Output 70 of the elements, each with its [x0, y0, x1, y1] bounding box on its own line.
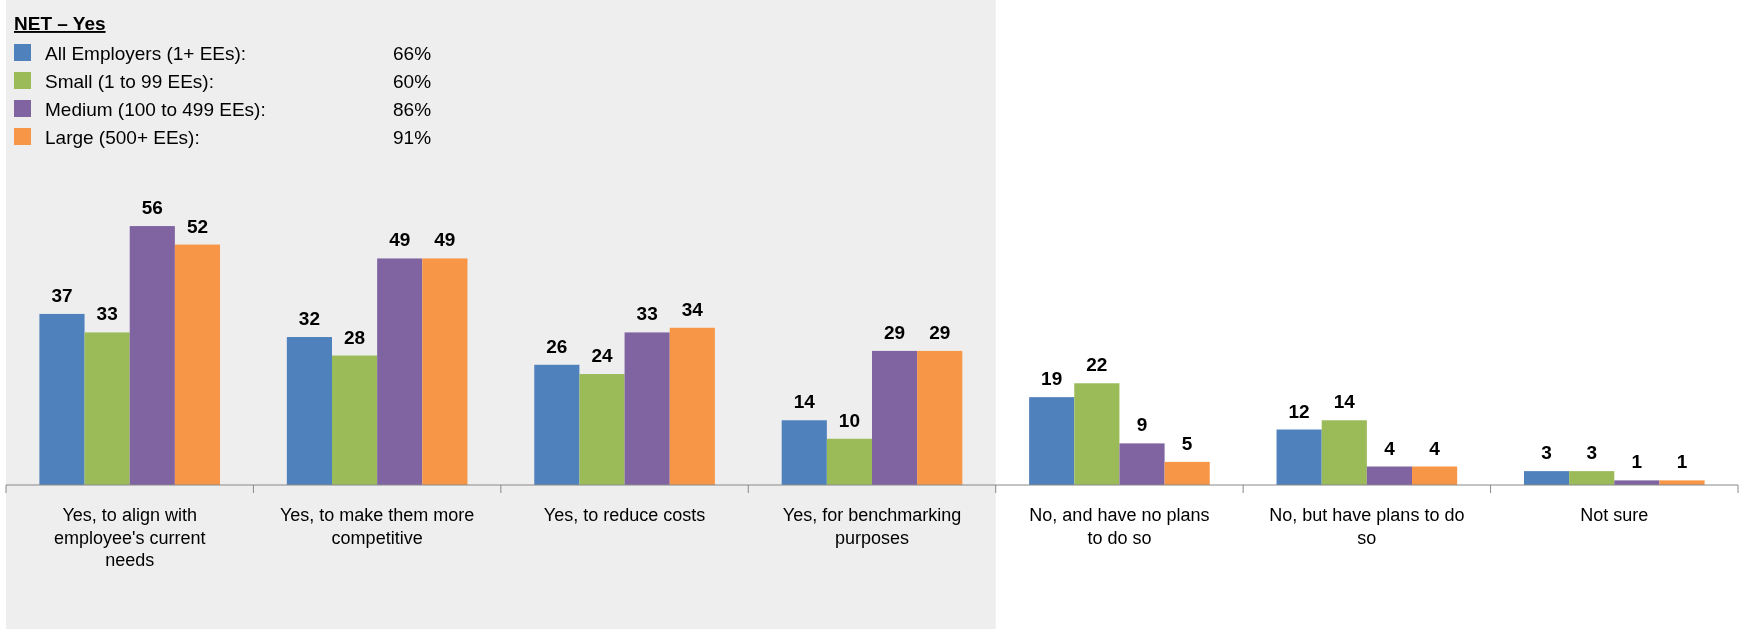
bar	[377, 258, 423, 485]
legend-label: All Employers (1+ EEs):	[45, 43, 247, 64]
bar	[84, 332, 130, 485]
data-label: 26	[546, 335, 568, 357]
data-label: 33	[636, 303, 658, 325]
data-label: 5	[1181, 432, 1193, 454]
data-label: 12	[1288, 400, 1310, 422]
data-label: 4	[1429, 437, 1441, 459]
bar	[624, 332, 670, 485]
bar	[1074, 383, 1120, 485]
data-label: 34	[681, 298, 704, 320]
data-label: 9	[1136, 414, 1148, 436]
bar	[1366, 466, 1413, 485]
bar	[1523, 471, 1570, 485]
text: 66%	[393, 43, 432, 64]
data-label: 1	[1631, 451, 1643, 473]
bar	[826, 438, 872, 485]
bar	[39, 313, 85, 485]
data-label: 19	[1041, 368, 1063, 390]
text: 91%	[393, 127, 432, 148]
bar	[781, 420, 827, 485]
legend-label: Medium (100 to 499 EEs):	[45, 99, 266, 120]
data-label: 52	[186, 215, 209, 237]
bar	[872, 350, 918, 485]
bar	[1569, 471, 1615, 485]
legend-label: Small (1 to 99 EEs):	[45, 71, 214, 92]
data-label: 29	[884, 321, 906, 343]
bar	[129, 226, 175, 485]
data-label: 24	[591, 345, 613, 367]
bar	[917, 350, 963, 485]
x-tick-label: Not sure	[1580, 505, 1649, 525]
bar	[669, 327, 715, 485]
bar	[422, 258, 468, 485]
bar	[331, 355, 378, 485]
bar	[1164, 461, 1210, 485]
data-label: 49	[389, 229, 411, 251]
data-label: 56	[141, 197, 163, 219]
data-label: 4	[1384, 437, 1396, 459]
data-label: 33	[96, 303, 118, 325]
data-label: 29	[929, 321, 951, 343]
x-tick-label: Yes, to align with employee's current needs	[53, 505, 206, 570]
bar	[1119, 443, 1165, 485]
bar	[579, 374, 625, 485]
bar	[1029, 397, 1075, 485]
bar	[286, 337, 332, 485]
data-label: 37	[51, 284, 73, 306]
bar	[1321, 420, 1367, 485]
x-tick-label: Yes, to make them more competitive	[279, 505, 475, 548]
data-label: 14	[793, 391, 816, 413]
data-label: 3	[1586, 442, 1597, 464]
x-tick-label: Yes, for benchmarking purposes	[782, 505, 962, 548]
data-label: 32	[298, 308, 320, 330]
x-tick-label: No, but have plans to do so	[1269, 505, 1465, 548]
bar	[1412, 466, 1458, 485]
data-label: 10	[838, 409, 860, 431]
legend-title: NET – Yes	[14, 13, 106, 34]
data-label: 22	[1086, 354, 1108, 376]
data-label: 3	[1541, 442, 1552, 464]
bar	[534, 364, 580, 485]
legend-label: Large (500+ EEs):	[45, 127, 200, 148]
x-tick-label: Yes, to reduce costs	[543, 505, 706, 525]
data-label: 28	[343, 326, 366, 348]
text: 86%	[393, 99, 432, 120]
bar	[174, 244, 221, 485]
data-label: 1	[1676, 451, 1688, 473]
bar	[1276, 429, 1322, 485]
x-tick-label: No, and have no plans to do so	[1029, 505, 1210, 548]
text: 60%	[393, 71, 432, 92]
data-label: 14	[1333, 391, 1356, 413]
data-label: 49	[434, 229, 456, 251]
